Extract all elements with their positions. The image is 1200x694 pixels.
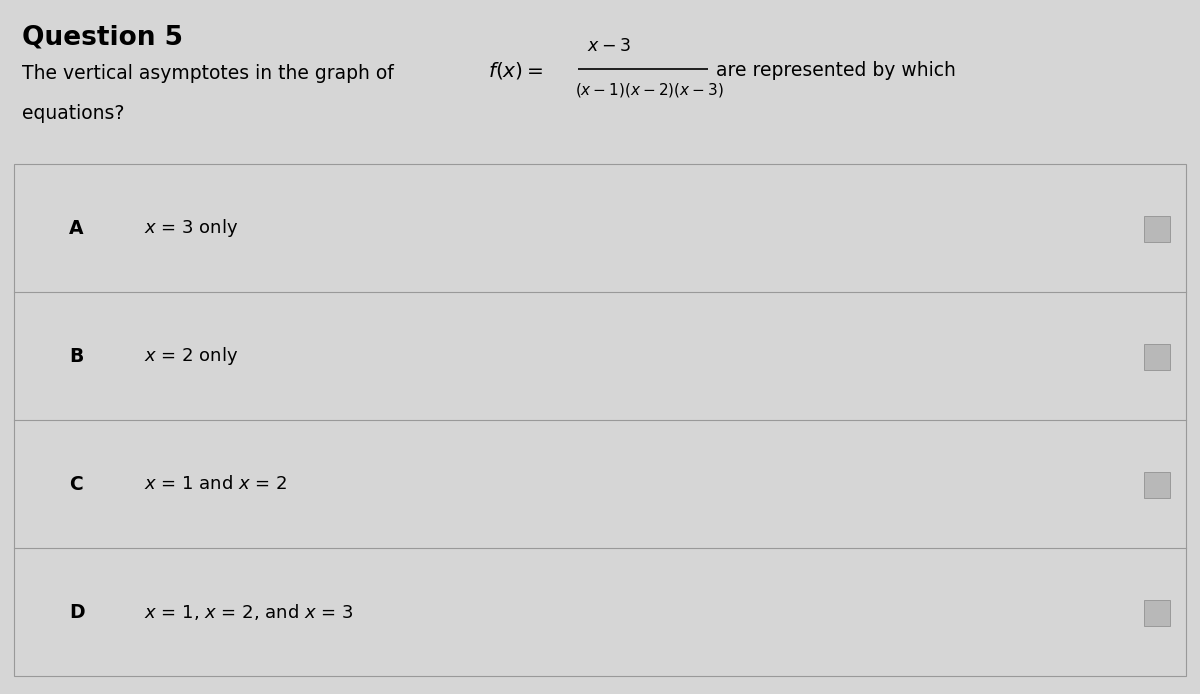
Text: A: A bbox=[70, 219, 84, 237]
Bar bbox=[1144, 472, 1170, 498]
Text: $\it{x}$ = 3 only: $\it{x}$ = 3 only bbox=[144, 217, 239, 239]
Text: $f(x)=$: $f(x)=$ bbox=[488, 60, 544, 81]
Bar bbox=[1144, 344, 1170, 370]
Text: $x-3$: $x-3$ bbox=[587, 37, 631, 55]
Text: The vertical asymptotes in the graph of: The vertical asymptotes in the graph of bbox=[22, 64, 394, 83]
Text: equations?: equations? bbox=[22, 104, 125, 123]
Text: B: B bbox=[70, 346, 83, 366]
Text: $\it{x}$ = 1, $\it{x}$ = 2, and $\it{x}$ = 3: $\it{x}$ = 1, $\it{x}$ = 2, and $\it{x}$… bbox=[144, 602, 353, 622]
Bar bbox=[14, 164, 1186, 676]
Text: D: D bbox=[70, 602, 85, 622]
Text: $\it{x}$ = 2 only: $\it{x}$ = 2 only bbox=[144, 345, 239, 367]
Text: $\it{x}$ = 1 and $\it{x}$ = 2: $\it{x}$ = 1 and $\it{x}$ = 2 bbox=[144, 475, 287, 493]
Text: are represented by which: are represented by which bbox=[716, 61, 956, 80]
Text: C: C bbox=[70, 475, 83, 493]
Text: $(x-1)(x-2)(x-3)$: $(x-1)(x-2)(x-3)$ bbox=[575, 81, 724, 99]
Text: Question 5: Question 5 bbox=[22, 24, 182, 50]
Bar bbox=[1144, 216, 1170, 242]
Bar bbox=[1144, 600, 1170, 626]
